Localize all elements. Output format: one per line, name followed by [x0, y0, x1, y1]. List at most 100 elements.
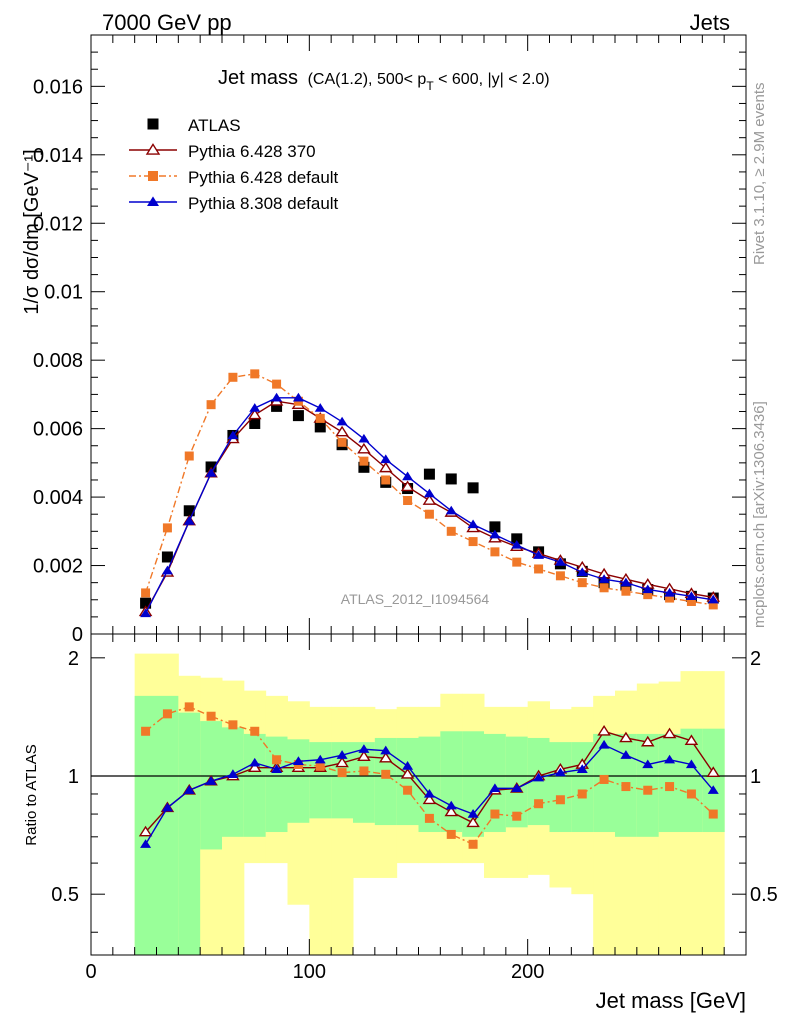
ratio-pythia-8-308-default-point	[205, 776, 217, 785]
rivet-version-label: Rivet 3.1.10, ≥ 2.9M events	[751, 83, 768, 266]
main-y-tick-label: 0.004	[33, 487, 83, 509]
ratio-pythia-8-308-default-point	[140, 839, 152, 848]
pythia-6-428-default-point	[708, 600, 718, 610]
ratio-inner-band	[396, 737, 419, 826]
ratio-pythia-6-428-default-point	[403, 785, 413, 795]
ratio-inner-band	[309, 742, 332, 819]
ratio-pythia-6-428-370-point	[444, 805, 459, 817]
analysis-label: ATLAS_2012_I1094564	[341, 591, 490, 607]
atlas-point	[489, 521, 501, 533]
pythia-8-308-default-point	[707, 594, 719, 604]
ratio-pythia-8-308-default-point	[533, 772, 545, 782]
ratio-pythia-8-308-default-point	[314, 754, 326, 764]
chart-title-main: Jet mass	[218, 67, 298, 89]
ratio-pythia-6-428-370-point	[138, 825, 153, 837]
ratio-inner-band	[484, 733, 507, 833]
ratio-pythia-8-308-default-point	[423, 788, 435, 798]
category-label: Jets	[690, 10, 730, 35]
ratio-y-tick-label: 2	[68, 648, 79, 670]
main-y-tick-label: 0.01	[44, 282, 83, 304]
ratio-pythia-8-308-default-point	[380, 745, 392, 755]
pythia-6-428-default-point	[577, 578, 587, 588]
ratio-pythia-6-428-default-point	[686, 789, 696, 799]
chart-title-detail: (CA(1.2), 500< p	[308, 71, 427, 88]
atlas-point	[511, 533, 523, 545]
ratio-pythia-6-428-370-point	[247, 761, 262, 773]
atlas-point	[445, 473, 457, 485]
ratio-pythia-6-428-default-point	[512, 811, 522, 821]
legend-label-atlas: ATLAS	[188, 116, 241, 135]
ratio-pythia-6-428-370-point	[335, 756, 349, 768]
ratio-inner-band	[462, 731, 485, 837]
ratio-pythia-6-428-default-point	[272, 755, 282, 765]
ratio-pythia-8-308-default-point	[554, 767, 566, 777]
ratio-inner-band	[287, 739, 310, 823]
atlas-point	[467, 482, 479, 494]
ratio-pythia-6-428-default-point	[162, 709, 172, 719]
ratio-pythia-6-428-370-point	[466, 816, 480, 828]
ratio-y-tick-label: 0.5	[51, 884, 79, 906]
pythia-6-428-370-point	[422, 494, 437, 505]
ratio-pythia-6-428-default-point	[468, 839, 478, 849]
ratio-pythia-6-428-default-point	[577, 789, 587, 799]
ratio-pythia-6-428-default-point	[228, 720, 238, 730]
ratio-pythia-6-428-default-point	[599, 774, 609, 784]
main-y-tick-label: 0.006	[33, 419, 83, 441]
ratio-pythia-8-308-default-point	[620, 750, 632, 759]
pythia-8-308-default-point	[620, 577, 632, 587]
atlas-point	[423, 468, 435, 480]
x-axis-label: Jet mass [GeV]	[596, 988, 746, 1013]
ratio-pythia-8-308-default-point	[402, 761, 414, 770]
pythia-8-308-default-point	[183, 516, 195, 525]
ratio-y-tick-label-right: 0.5	[750, 884, 778, 906]
ratio-pythia-6-428-370-point	[597, 724, 611, 736]
ratio-pythia-8-308-default-point	[358, 744, 370, 753]
pythia-6-428-default-point	[250, 369, 260, 379]
ratio-pythia-6-428-default-point	[250, 726, 260, 736]
ratio-pythia-6-428-default-point	[424, 813, 434, 823]
pythia-8-308-default-point	[161, 565, 173, 575]
pythia-6-428-default-point	[184, 451, 194, 461]
ratio-pythia-6-428-default-point	[555, 795, 565, 805]
atlas-point	[140, 597, 152, 609]
ratio-pythia-6-428-370-point	[400, 767, 415, 779]
pythia-8-308-default-point	[554, 557, 566, 566]
legend-marker-atlas	[147, 118, 159, 130]
ratio-inner-band	[222, 727, 245, 837]
ratio-inner-band	[156, 695, 179, 955]
atlas-point	[358, 461, 370, 473]
ratio-inner-band	[243, 733, 267, 837]
chart-title-detail-rest: < 600, |y| < 2.0)	[434, 71, 550, 88]
pythia-6-428-default-point	[686, 596, 696, 606]
pythia-8-308-default-point	[271, 392, 283, 402]
main-y-tick-label: 0	[72, 624, 83, 646]
ratio-inner-band	[680, 728, 703, 833]
pythia-6-428-default-point	[621, 586, 631, 596]
main-y-axis-label: 1/σ dσ/dm [GeV⁻¹]	[21, 149, 43, 314]
x-tick-label: 100	[293, 961, 326, 983]
pythia-8-308-default-point	[140, 608, 152, 618]
pythia-6-428-370-point	[378, 461, 393, 473]
ratio-y-axis-label: Ratio to ATLAS	[23, 744, 40, 845]
pythia-6-428-default-point	[315, 413, 325, 423]
ratio-inner-band	[353, 742, 376, 823]
ratio-bands	[134, 653, 725, 955]
pythia-6-428-default-point	[643, 590, 653, 600]
pythia-6-428-default-point	[206, 400, 216, 410]
pythia-6-428-default-point	[512, 557, 522, 567]
pythia-6-428-default-point	[555, 571, 565, 581]
ratio-pythia-6-428-default-point	[315, 761, 325, 771]
pythia-8-308-default-point	[576, 567, 588, 577]
pythia-8-308-default-point	[511, 539, 523, 549]
ratio-pythia-6-428-default-point	[621, 782, 631, 792]
pythia-8-308-default-point	[227, 430, 239, 440]
pythia-6-428-default-point	[141, 588, 151, 598]
ratio-pythia-8-308-default-point	[664, 754, 676, 764]
ratio-pythia-6-428-default-point	[184, 702, 194, 712]
ratio-pythia-8-308-default-point	[598, 739, 610, 749]
ratio-y-tick-label: 1	[68, 766, 79, 788]
pythia-6-428-default-point	[337, 437, 347, 447]
ratio-pythia-6-428-default-point	[534, 799, 544, 809]
pythia-8-308-default-point	[423, 488, 435, 498]
pythia-6-428-default-point	[446, 526, 456, 536]
